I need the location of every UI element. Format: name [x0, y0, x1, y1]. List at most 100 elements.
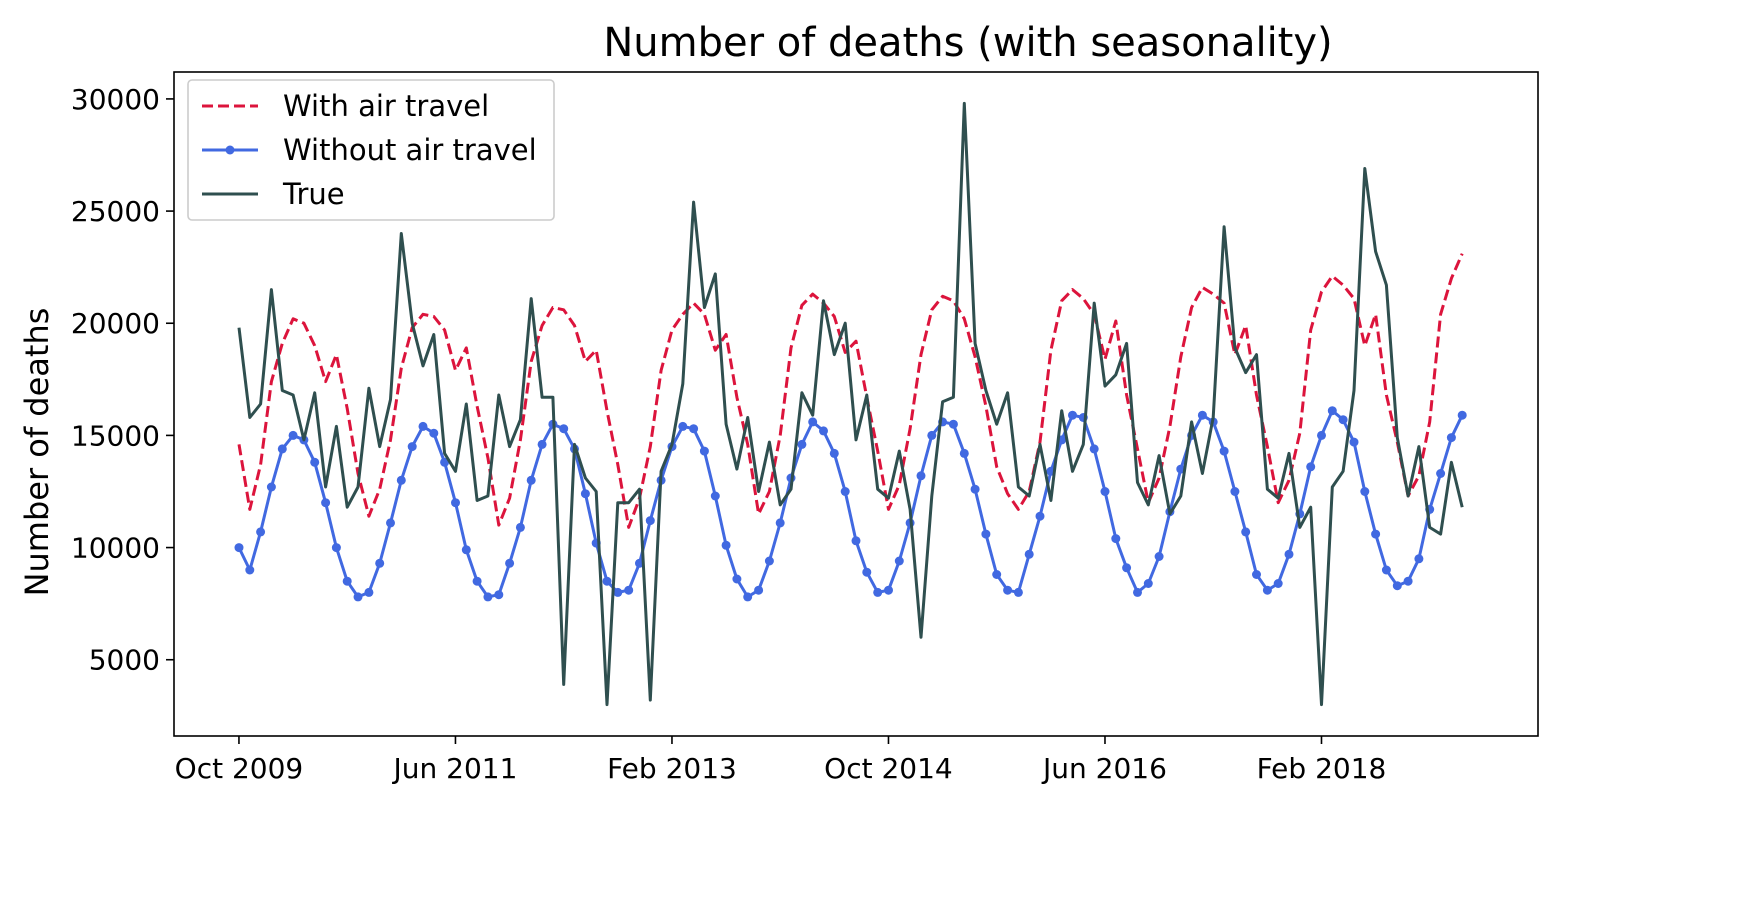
y-tick-label-25000: 25000	[71, 195, 160, 228]
data-point-without-air-travel-10	[342, 576, 352, 586]
data-point-without-air-travel-7	[310, 457, 320, 467]
y-tick-label-20000: 20000	[71, 307, 160, 340]
data-point-without-air-travel-28	[537, 439, 547, 449]
data-point-without-air-travel-23	[483, 592, 493, 602]
data-point-without-air-travel-24	[494, 590, 504, 600]
y-tick-label-30000: 30000	[71, 83, 160, 116]
plot-area	[234, 101, 1467, 707]
data-point-without-air-travel-50	[775, 518, 785, 528]
data-point-without-air-travel-91	[1219, 446, 1229, 456]
data-point-without-air-travel-102	[1338, 415, 1348, 425]
data-point-without-air-travel-74	[1035, 511, 1045, 521]
data-point-without-air-travel-89	[1197, 410, 1207, 420]
x-tick-label-3: Oct 2014	[824, 752, 953, 785]
data-point-without-air-travel-22	[472, 576, 482, 586]
data-point-without-air-travel-30	[559, 424, 569, 434]
data-point-without-air-travel-32	[580, 489, 590, 499]
data-point-without-air-travel-93	[1241, 527, 1251, 537]
data-point-without-air-travel-49	[764, 556, 774, 566]
data-point-without-air-travel-17	[418, 421, 428, 431]
data-point-without-air-travel-18	[429, 428, 439, 438]
y-tick-label-15000: 15000	[71, 419, 160, 452]
data-point-without-air-travel-58	[862, 567, 872, 577]
data-point-without-air-travel-8	[321, 498, 331, 508]
data-point-without-air-travel-85	[1154, 552, 1164, 561]
data-point-without-air-travel-57	[851, 536, 861, 546]
data-point-without-air-travel-5	[288, 430, 298, 440]
data-point-without-air-travel-1	[245, 565, 255, 575]
data-point-without-air-travel-59	[873, 587, 883, 597]
data-point-without-air-travel-94	[1252, 570, 1261, 579]
data-point-without-air-travel-15	[396, 475, 406, 485]
y-tick-label-5000: 5000	[89, 644, 160, 677]
data-point-without-air-travel-48	[754, 585, 764, 595]
plot-frame	[173, 71, 1539, 737]
data-point-without-air-travel-45	[721, 540, 731, 550]
legend-marker-without-air-travel	[225, 145, 235, 155]
data-point-without-air-travel-67	[959, 448, 969, 458]
data-point-without-air-travel-108	[1403, 576, 1413, 586]
data-point-without-air-travel-69	[981, 529, 991, 539]
data-point-without-air-travel-21	[461, 545, 471, 555]
data-point-without-air-travel-54	[819, 426, 828, 436]
data-point-without-air-travel-96	[1273, 579, 1283, 588]
data-point-without-air-travel-66	[948, 419, 958, 429]
legend-box	[187, 79, 555, 221]
data-point-without-air-travel-112	[1446, 433, 1456, 443]
data-point-without-air-travel-25	[505, 558, 515, 568]
data-point-without-air-travel-106	[1381, 565, 1391, 575]
y-axis-label: Number of deaths	[18, 308, 56, 597]
data-point-without-air-travel-101	[1327, 406, 1337, 416]
data-point-without-air-travel-63	[916, 471, 926, 481]
data-point-without-air-travel-38	[645, 516, 655, 526]
x-tick-label-0: Oct 2009	[175, 752, 304, 785]
x-tick-label-2: Feb 2013	[607, 752, 737, 785]
data-point-without-air-travel-68	[970, 484, 980, 494]
data-point-without-air-travel-103	[1349, 437, 1359, 447]
data-point-without-air-travel-9	[331, 543, 341, 553]
x-tick-label-4: Jun 2016	[1041, 752, 1167, 785]
data-point-without-air-travel-60	[884, 585, 893, 595]
data-point-without-air-travel-42	[689, 424, 699, 434]
legend-label-true: True	[282, 177, 345, 211]
data-point-without-air-travel-109	[1414, 554, 1424, 564]
data-point-without-air-travel-99	[1306, 462, 1316, 472]
x-tick-label-5: Feb 2018	[1257, 752, 1387, 785]
data-point-without-air-travel-36	[624, 585, 634, 595]
data-point-without-air-travel-2	[256, 527, 266, 537]
data-point-without-air-travel-44	[710, 491, 720, 501]
data-point-without-air-travel-92	[1230, 487, 1240, 496]
data-point-without-air-travel-100	[1317, 430, 1326, 440]
data-point-without-air-travel-56	[840, 487, 850, 496]
data-point-without-air-travel-70	[992, 570, 1002, 579]
data-point-without-air-travel-105	[1371, 529, 1381, 539]
data-point-without-air-travel-82	[1122, 563, 1132, 573]
data-point-without-air-travel-72	[1013, 587, 1023, 597]
data-point-without-air-travel-34	[602, 576, 612, 586]
data-point-without-air-travel-41	[678, 421, 688, 431]
data-point-without-air-travel-107	[1392, 581, 1402, 591]
data-point-without-air-travel-83	[1133, 587, 1142, 597]
data-point-without-air-travel-81	[1111, 534, 1121, 544]
data-point-without-air-travel-52	[797, 439, 807, 449]
x-tick-label-1: Jun 2011	[391, 752, 517, 785]
data-point-without-air-travel-79	[1089, 444, 1099, 454]
data-point-without-air-travel-27	[526, 475, 536, 485]
data-point-without-air-travel-64	[927, 430, 937, 440]
data-point-without-air-travel-16	[407, 442, 417, 452]
data-point-without-air-travel-55	[829, 448, 839, 458]
data-point-without-air-travel-11	[353, 592, 363, 602]
data-point-without-air-travel-80	[1100, 487, 1110, 496]
y-tick-label-10000: 10000	[71, 532, 160, 565]
data-point-without-air-travel-3	[266, 482, 276, 492]
series-line-true	[237, 101, 1464, 707]
data-point-without-air-travel-97	[1284, 549, 1294, 559]
legend: With air travel Without air travel True	[187, 79, 555, 221]
series-line-with-air-travel	[237, 253, 1464, 529]
data-point-without-air-travel-77	[1068, 410, 1077, 420]
legend-label-with-air-travel: With air travel	[283, 89, 489, 123]
data-point-without-air-travel-14	[386, 518, 395, 528]
data-point-without-air-travel-61	[894, 556, 904, 566]
data-point-without-air-travel-53	[808, 417, 818, 427]
